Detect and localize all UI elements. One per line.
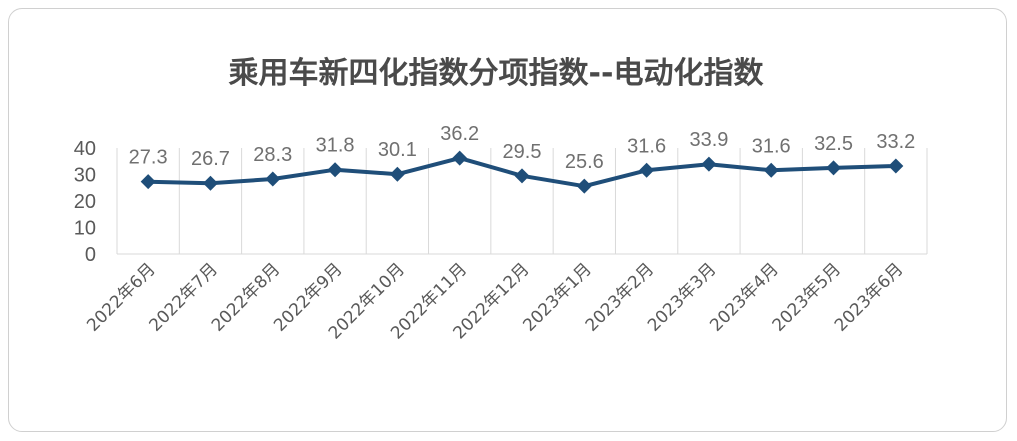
data-label: 31.8 [316,135,355,157]
data-point-marker [327,162,343,178]
data-point-marker [826,160,842,176]
data-point-marker [514,168,530,184]
data-labels: 27.3 26.7 28.3 31.8 30.1 36.2 29.5 25.6 31.6 33.9… [129,123,916,173]
y-tick-label: 40 [74,138,96,160]
data-point-marker [576,178,592,194]
chart-title: 乘用车新四化指数分项指数--电动化指数 [229,56,765,91]
data-label: 27.3 [129,147,168,169]
markers [140,150,904,194]
data-point-marker [389,166,405,182]
data-label: 30.1 [378,139,417,161]
data-label: 33.2 [876,131,915,153]
data-point-marker [265,171,281,187]
data-label: 29.5 [503,141,542,163]
data-point-marker [888,158,904,174]
y-axis: 0 10 20 30 40 [74,138,96,266]
data-point-marker [763,162,779,178]
data-point-marker [452,150,468,166]
data-point-marker [202,175,218,191]
data-point-marker [140,174,156,190]
data-point-marker [701,156,717,172]
data-label: 25.6 [565,151,604,173]
chart-frame [8,8,1007,432]
data-label: 36.2 [440,123,479,145]
x-axis: 2022年6月2022年7月2022年8月2022年9月2022年10月2022… [83,259,907,343]
data-label: 33.9 [689,129,728,151]
data-label: 28.3 [253,144,292,166]
y-tick-label: 10 [74,218,96,240]
data-label: 32.5 [814,133,853,155]
data-label: 31.6 [752,135,791,157]
y-tick-label: 0 [85,244,96,266]
y-tick-label: 30 [74,165,96,187]
data-label: 26.7 [191,148,230,170]
grid-lines [116,148,928,255]
data-point-marker [639,162,655,178]
data-label: 31.6 [627,135,666,157]
x-tick-label: 2023年6月 [831,259,907,335]
y-tick-label: 20 [74,191,96,213]
